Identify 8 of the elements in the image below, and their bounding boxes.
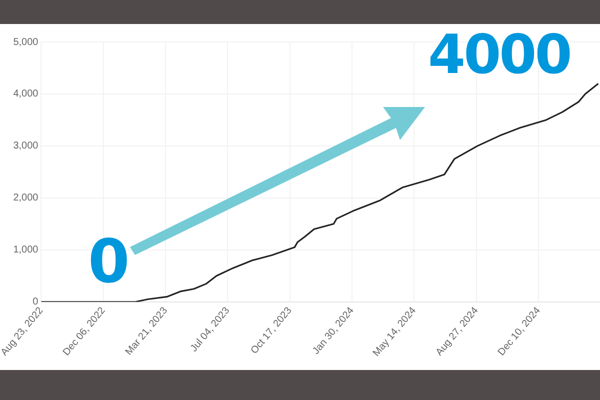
y-tick-label: 2,000 [13,192,39,204]
annotation: 4000 [428,23,570,86]
annotation: 0 [88,227,128,297]
y-tick-label: 1,000 [13,244,39,256]
y-tick-label: 5,000 [13,36,39,48]
y-tick-label: 3,000 [13,140,39,152]
y-tick-label: 0 [32,296,39,308]
y-tick-label: 4,000 [13,88,39,100]
